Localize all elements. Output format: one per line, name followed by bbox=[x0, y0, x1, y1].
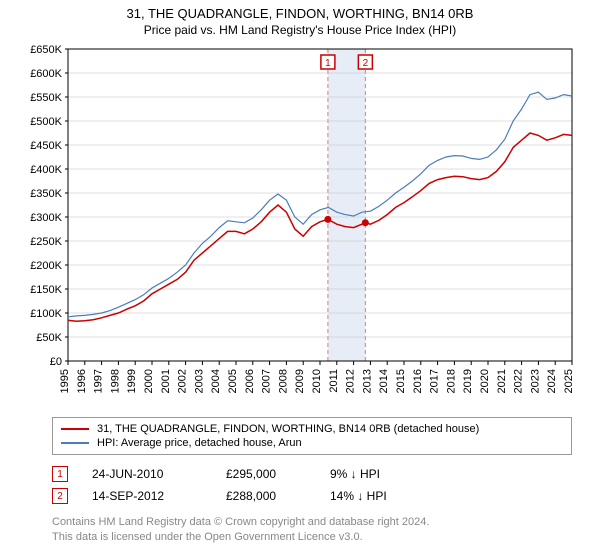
svg-text:2008: 2008 bbox=[277, 369, 289, 393]
svg-text:£400K: £400K bbox=[30, 164, 62, 176]
svg-text:£450K: £450K bbox=[30, 140, 62, 152]
legend-item-property: 31, THE QUADRANGLE, FINDON, WORTHING, BN… bbox=[61, 422, 563, 436]
svg-text:£350K: £350K bbox=[30, 188, 62, 200]
svg-text:1999: 1999 bbox=[126, 369, 138, 393]
svg-text:2022: 2022 bbox=[513, 369, 525, 393]
svg-text:2009: 2009 bbox=[294, 369, 306, 393]
svg-text:2014: 2014 bbox=[378, 369, 390, 393]
svg-text:2001: 2001 bbox=[160, 369, 172, 393]
legend-swatch-property bbox=[61, 428, 89, 430]
svg-text:1995: 1995 bbox=[59, 369, 71, 393]
sale-row: 1 24-JUN-2010 £295,000 9% ↓ HPI bbox=[52, 463, 572, 485]
legend-label-property: 31, THE QUADRANGLE, FINDON, WORTHING, BN… bbox=[97, 423, 479, 435]
sale-marker-icon: 1 bbox=[52, 466, 68, 482]
svg-text:2013: 2013 bbox=[361, 369, 373, 393]
sale-delta: 14% ↓ HPI bbox=[330, 489, 410, 503]
svg-text:£550K: £550K bbox=[30, 92, 62, 104]
svg-text:1997: 1997 bbox=[93, 369, 105, 393]
chart-area: £0 £50K £100K £150K £200K £250K £300K £350K £400… bbox=[20, 41, 580, 411]
sale-date: 14-SEP-2012 bbox=[92, 489, 202, 503]
legend-item-hpi: HPI: Average price, detached house, Arun bbox=[61, 436, 563, 450]
svg-text:2005: 2005 bbox=[227, 369, 239, 393]
svg-text:2011: 2011 bbox=[328, 369, 340, 393]
svg-text:2: 2 bbox=[363, 58, 369, 69]
svg-text:£650K: £650K bbox=[30, 44, 62, 56]
svg-text:£300K: £300K bbox=[30, 212, 62, 224]
svg-text:£0: £0 bbox=[50, 356, 62, 368]
svg-text:2017: 2017 bbox=[429, 369, 441, 393]
svg-text:2019: 2019 bbox=[462, 369, 474, 393]
svg-text:2010: 2010 bbox=[311, 369, 323, 393]
svg-text:2016: 2016 bbox=[412, 369, 424, 393]
svg-text:2007: 2007 bbox=[261, 369, 273, 393]
svg-text:2002: 2002 bbox=[177, 369, 189, 393]
svg-text:£50K: £50K bbox=[36, 332, 62, 344]
svg-text:2021: 2021 bbox=[496, 369, 508, 393]
legend-box: 31, THE QUADRANGLE, FINDON, WORTHING, BN… bbox=[52, 417, 572, 455]
sale-price: £295,000 bbox=[226, 467, 306, 481]
sale-delta: 9% ↓ HPI bbox=[330, 467, 410, 481]
svg-text:£200K: £200K bbox=[30, 260, 62, 272]
sale-date: 24-JUN-2010 bbox=[92, 467, 202, 481]
svg-text:2020: 2020 bbox=[479, 369, 491, 393]
footer-line-1: Contains HM Land Registry data © Crown c… bbox=[52, 515, 572, 530]
legend-swatch-hpi bbox=[61, 442, 89, 444]
svg-text:2006: 2006 bbox=[244, 369, 256, 393]
svg-text:£150K: £150K bbox=[30, 284, 62, 296]
svg-text:2012: 2012 bbox=[345, 369, 357, 393]
legend-label-hpi: HPI: Average price, detached house, Arun bbox=[97, 437, 302, 449]
svg-text:2023: 2023 bbox=[529, 369, 541, 393]
svg-text:2018: 2018 bbox=[445, 369, 457, 393]
svg-text:2024: 2024 bbox=[546, 369, 558, 393]
sales-table: 1 24-JUN-2010 £295,000 9% ↓ HPI 2 14-SEP… bbox=[52, 463, 572, 507]
chart-subtitle: Price paid vs. HM Land Registry's House … bbox=[0, 21, 600, 41]
svg-text:2004: 2004 bbox=[210, 369, 222, 393]
line-chart-svg: £0 £50K £100K £150K £200K £250K £300K £350K £400… bbox=[20, 41, 580, 411]
sale-marker-icon: 2 bbox=[52, 488, 68, 504]
svg-text:2003: 2003 bbox=[193, 369, 205, 393]
svg-text:£100K: £100K bbox=[30, 308, 62, 320]
footer-attribution: Contains HM Land Registry data © Crown c… bbox=[52, 515, 572, 545]
svg-text:2015: 2015 bbox=[395, 369, 407, 393]
svg-text:£250K: £250K bbox=[30, 236, 62, 248]
svg-text:2025: 2025 bbox=[563, 369, 575, 393]
footer-line-2: This data is licensed under the Open Gov… bbox=[52, 530, 572, 545]
svg-text:2000: 2000 bbox=[143, 369, 155, 393]
svg-text:£600K: £600K bbox=[30, 68, 62, 80]
chart-title: 31, THE QUADRANGLE, FINDON, WORTHING, BN… bbox=[0, 0, 600, 21]
svg-text:1: 1 bbox=[325, 58, 331, 69]
sale-price: £288,000 bbox=[226, 489, 306, 503]
svg-text:1996: 1996 bbox=[76, 369, 88, 393]
svg-text:£500K: £500K bbox=[30, 116, 62, 128]
sale-row: 2 14-SEP-2012 £288,000 14% ↓ HPI bbox=[52, 485, 572, 507]
svg-text:1998: 1998 bbox=[109, 369, 121, 393]
